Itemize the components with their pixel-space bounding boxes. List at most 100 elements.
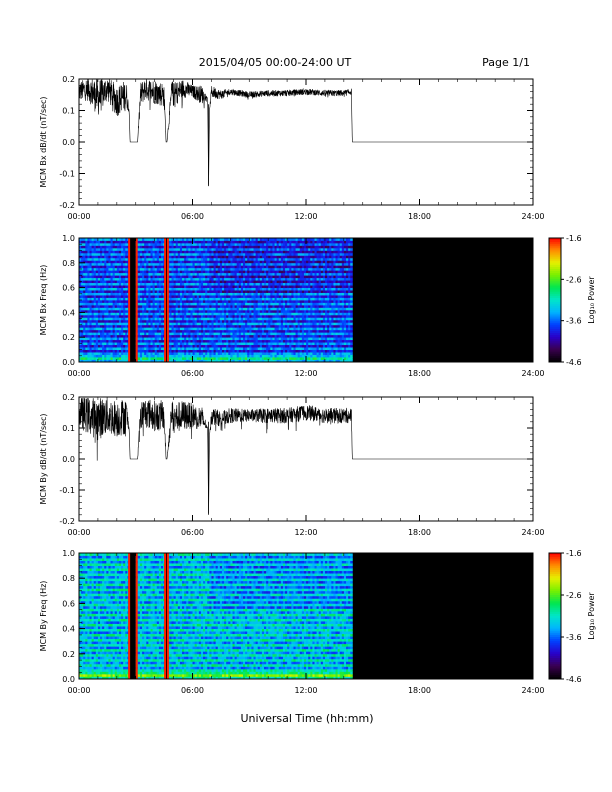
heatmap-cell xyxy=(272,337,275,341)
heatmap-cell xyxy=(79,240,82,244)
heatmap-cell xyxy=(188,285,191,288)
heatmap-cell xyxy=(245,287,248,291)
heatmap-cell xyxy=(169,300,172,303)
heatmap-cell xyxy=(261,354,265,358)
heatmap-cell xyxy=(270,257,273,261)
heatmap-cell xyxy=(144,317,147,321)
heatmap-cell xyxy=(251,342,254,346)
heatmap-cell xyxy=(104,339,107,343)
heatmap-cell xyxy=(142,317,145,321)
heatmap-cell xyxy=(177,247,181,251)
heatmap-cell xyxy=(93,262,97,266)
heatmap-cell xyxy=(161,342,164,346)
heatmap-cell xyxy=(224,277,227,281)
heatmap-cell xyxy=(276,357,280,360)
heatmap-cell xyxy=(188,267,191,271)
heatmap-cell xyxy=(245,260,248,264)
heatmap-cell xyxy=(209,304,212,308)
heatmap-cell xyxy=(125,265,128,269)
heatmap-cell xyxy=(123,354,126,358)
heatmap-cell xyxy=(249,319,252,323)
heatmap-cell xyxy=(148,349,151,353)
heatmap-cell xyxy=(276,287,280,291)
heatmap-cell xyxy=(264,302,267,306)
heatmap-cell xyxy=(169,245,172,249)
heatmap-cell xyxy=(272,347,275,350)
heatmap-cell xyxy=(207,245,210,249)
heatmap-cell xyxy=(154,329,158,333)
heatmap-cell xyxy=(89,314,93,318)
heatmap-cell xyxy=(87,272,90,276)
heatmap-cell xyxy=(91,324,95,328)
heatmap-cell xyxy=(144,302,147,306)
heatmap-cell xyxy=(213,270,217,274)
heatmap-cell xyxy=(240,307,244,311)
heatmap-cell xyxy=(100,287,103,291)
heatmap-cell xyxy=(161,262,164,266)
heatmap-cell xyxy=(150,322,153,326)
heatmap-cell xyxy=(217,314,221,318)
heatmap-cell xyxy=(211,322,214,326)
heatmap-cell xyxy=(215,337,219,341)
heatmap-cell xyxy=(278,265,282,269)
heatmap-cell xyxy=(146,297,149,301)
heatmap-cell xyxy=(139,354,143,358)
heatmap-cell xyxy=(268,332,271,336)
heatmap-cell xyxy=(257,332,261,336)
heatmap-cell xyxy=(173,257,177,261)
heatmap-cell xyxy=(177,292,181,296)
heatmap-cell xyxy=(278,245,282,249)
heatmap-cell xyxy=(238,260,242,264)
heatmap-cell xyxy=(154,247,158,251)
heatmap-cell xyxy=(118,309,122,313)
heatmap-cell xyxy=(148,312,151,316)
heatmap-cell xyxy=(274,295,278,298)
heatmap-cell xyxy=(89,240,93,244)
heatmap-cell xyxy=(221,262,225,266)
heatmap-cell xyxy=(100,332,103,336)
heatmap-cell xyxy=(238,290,242,293)
heatmap-cell xyxy=(137,245,141,249)
heatmap-cell xyxy=(91,337,95,341)
heatmap-cell xyxy=(184,238,187,241)
heatmap-cell xyxy=(114,247,118,251)
heatmap-cell xyxy=(280,319,284,323)
heatmap-cell xyxy=(83,287,86,291)
heatmap-cell xyxy=(276,247,280,251)
heatmap-cell xyxy=(89,329,93,333)
heatmap-cell xyxy=(203,319,206,323)
heatmap-cell xyxy=(209,255,212,259)
heatmap-cell xyxy=(240,297,244,301)
heatmap-cell xyxy=(232,334,235,338)
heatmap-cell xyxy=(247,257,250,261)
heatmap-cell xyxy=(240,282,244,286)
heatmap-cell xyxy=(234,242,238,246)
heatmap-cell xyxy=(205,322,208,326)
heatmap-cell xyxy=(236,250,240,254)
heatmap-cell xyxy=(213,359,217,363)
heatmap-cell xyxy=(97,300,101,303)
x-tick-label: 12:00 xyxy=(294,212,317,221)
heatmap-cell xyxy=(79,359,82,363)
heatmap-cell xyxy=(104,347,107,350)
heatmap-cell xyxy=(182,262,185,266)
heatmap-cell xyxy=(224,265,227,269)
heatmap-cell xyxy=(236,282,240,286)
heatmap-cell xyxy=(137,277,141,281)
heatmap-cell xyxy=(188,265,191,269)
heatmap-cell xyxy=(266,332,269,336)
heatmap-cell xyxy=(255,287,259,291)
heatmap-cell xyxy=(188,280,191,284)
heatmap-cell xyxy=(175,324,179,328)
heatmap-cell xyxy=(219,302,223,306)
heatmap-cell xyxy=(108,257,111,261)
heatmap-cell xyxy=(200,297,204,301)
heatmap-cell xyxy=(209,312,212,316)
heatmap-cell xyxy=(226,309,229,313)
heatmap-cell xyxy=(217,275,221,279)
heatmap-cell xyxy=(257,238,261,241)
heatmap-cell xyxy=(85,324,88,328)
heatmap-cell xyxy=(207,238,210,241)
heatmap-cell xyxy=(188,312,191,316)
heatmap-cell xyxy=(268,322,271,326)
